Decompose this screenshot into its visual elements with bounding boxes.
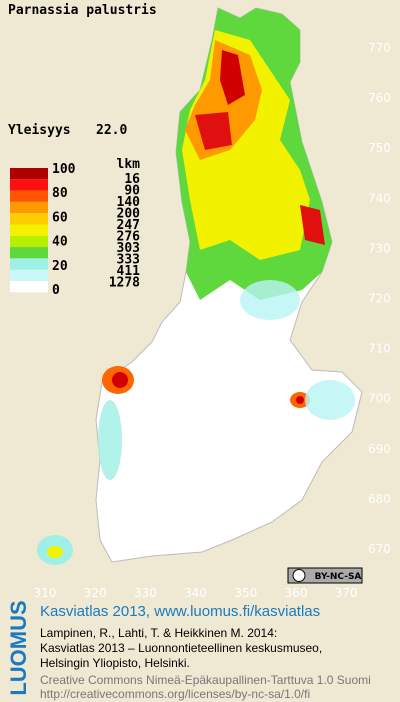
legend-swatch xyxy=(10,224,48,236)
legend-count: 200 xyxy=(117,207,141,222)
east-grid-label: 330 xyxy=(134,586,157,600)
legend-scale-label: 80 xyxy=(52,186,68,201)
legend-swatch xyxy=(10,269,48,281)
citation-line: Kasviatlas 2013 – Luonnontieteellinen ke… xyxy=(40,641,322,655)
north-grid-label: 730 xyxy=(368,241,391,255)
east-grid-label: 320 xyxy=(84,586,107,600)
license-badge-text: BY-NC-SA xyxy=(315,572,362,582)
east-grid-label: 370 xyxy=(335,586,358,600)
legend-swatch xyxy=(10,258,48,270)
legend-count: 247 xyxy=(117,218,140,233)
license-badge: BY-NC-SA xyxy=(287,567,363,584)
legend-swatch xyxy=(10,190,48,202)
hotspot-east xyxy=(300,205,325,245)
atlas-link[interactable]: Kasviatlas 2013, www.luomus.fi/kasviatla… xyxy=(40,603,320,620)
citation-line: Lampinen, R., Lahti, T. & Heikkinen M. 2… xyxy=(40,626,277,640)
frequency-value: 22.0 xyxy=(96,123,127,138)
legend-count: 140 xyxy=(117,195,141,210)
legend-count: 333 xyxy=(117,253,140,268)
hotspot-west xyxy=(195,112,232,150)
legend-scale-label: 40 xyxy=(52,235,68,250)
legend-swatch xyxy=(10,168,48,180)
legend-scale-label: 60 xyxy=(52,210,68,225)
cyan-patch xyxy=(98,400,122,480)
count-header: lkm xyxy=(117,157,141,172)
citation-line: Helsingin Yliopisto, Helsinki. xyxy=(40,656,190,670)
north-grid-label: 740 xyxy=(368,191,391,205)
legend-count: 411 xyxy=(117,264,141,279)
legend-swatch xyxy=(10,235,48,248)
cyan-patch xyxy=(305,380,355,420)
east-grid-label: 310 xyxy=(34,586,57,600)
hotspot-southwest-core xyxy=(112,372,128,388)
legend-swatch xyxy=(10,201,48,214)
legend-count: 1278 xyxy=(109,276,140,291)
east-grid-label: 360 xyxy=(285,586,308,600)
legend-swatch xyxy=(10,179,48,191)
legend-swatches xyxy=(10,168,48,293)
license-line: Creative Commons Nimeä-Epäkaupallinen-Ta… xyxy=(40,673,371,687)
north-grid-label: 670 xyxy=(368,542,391,556)
species-title: Parnassia palustris xyxy=(8,3,157,18)
north-grid-label: 750 xyxy=(368,141,391,155)
legend-scale-label: 0 xyxy=(52,283,60,298)
north-grid-label: 720 xyxy=(368,292,391,306)
north-grid-label: 760 xyxy=(368,91,391,105)
cyan-patch xyxy=(240,280,300,320)
legend-count: 16 xyxy=(124,172,140,187)
hotspot-north xyxy=(220,50,245,105)
north-grid-label: 680 xyxy=(368,492,391,506)
east-grid-label: 350 xyxy=(234,586,257,600)
east-grid-label: 340 xyxy=(184,586,207,600)
north-grid-label: 710 xyxy=(368,342,391,356)
north-grid-label: 770 xyxy=(368,41,391,55)
hotspot-southeast-core xyxy=(296,396,304,404)
legend-scale-label: 20 xyxy=(52,259,68,274)
legend-swatch xyxy=(10,281,48,293)
legend-count: 303 xyxy=(117,241,140,256)
legend-scale-label: 100 xyxy=(52,162,76,177)
north-grid-label: 690 xyxy=(368,442,391,456)
legend-swatch xyxy=(10,247,48,259)
license-url[interactable]: http://creativecommons.org/licenses/by-n… xyxy=(40,687,310,701)
frequency-label: Yleisyys xyxy=(8,123,71,138)
legend-swatch xyxy=(10,213,48,225)
aland-yellow xyxy=(47,546,63,558)
north-grid-label: 700 xyxy=(368,392,391,406)
legend-count: 276 xyxy=(117,230,141,245)
luomus-logo: LUOMUS xyxy=(6,600,31,695)
map xyxy=(37,7,363,565)
legend-count: 90 xyxy=(124,184,140,199)
